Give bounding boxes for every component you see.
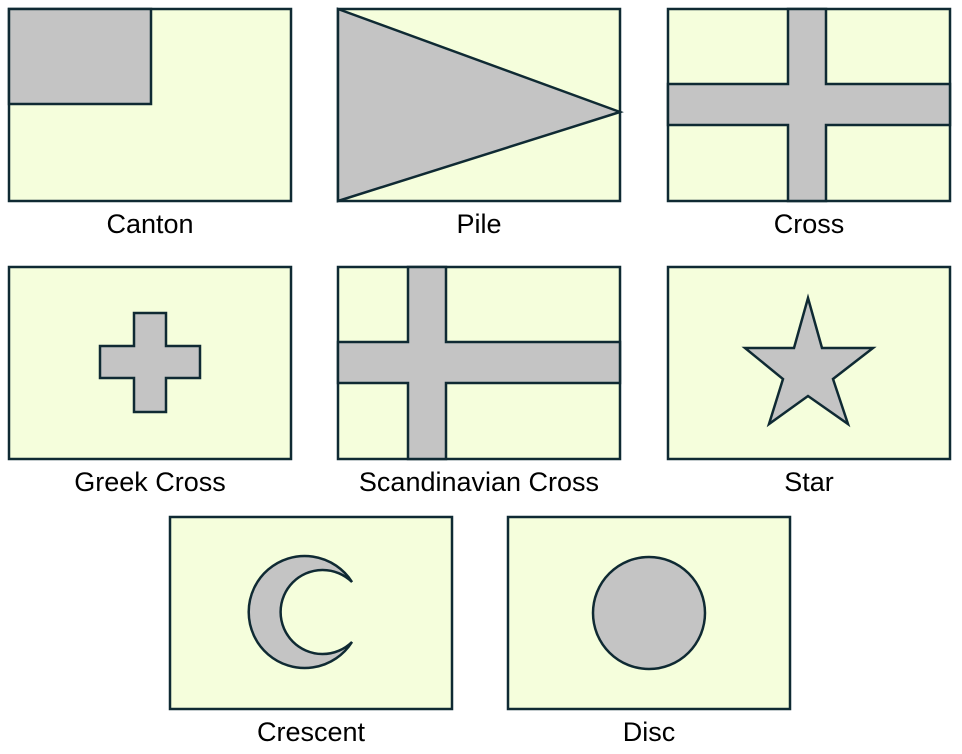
flag-card-crescent: Crescent: [168, 515, 454, 754]
flag-label-scandinavian-cross: Scandinavian Cross: [358, 467, 600, 497]
scandinavian-cross-flag-icon: [336, 265, 622, 461]
flag-label-star: Star: [784, 467, 834, 497]
disc-flag-icon: [506, 515, 792, 711]
flag-card-greek-cross: Greek Cross: [7, 265, 293, 504]
crescent-flag-icon: [168, 515, 454, 711]
star-flag-icon: [666, 265, 952, 461]
flag-label-greek-cross: Greek Cross: [74, 467, 226, 497]
flag-card-pile: Pile: [336, 7, 624, 246]
greek-cross-flag-icon: [7, 265, 293, 461]
flag-label-crescent: Crescent: [256, 717, 366, 747]
cross-flag-icon: [666, 7, 952, 203]
flag-label-pile: Pile: [456, 209, 502, 239]
flag-card-cross: Cross: [666, 7, 952, 246]
flag-card-star: Star: [666, 265, 952, 504]
flag-card-disc: Disc: [506, 515, 792, 754]
flag-label-disc: Disc: [622, 717, 676, 747]
canton-flag-icon: [7, 7, 293, 203]
flag-label-canton: Canton: [106, 209, 194, 239]
flag-card-canton: Canton: [7, 7, 293, 246]
flag-label-cross: Cross: [773, 209, 845, 239]
flag-card-scandinavian-cross: Scandinavian Cross: [336, 265, 622, 504]
pile-flag-icon: [336, 7, 624, 203]
